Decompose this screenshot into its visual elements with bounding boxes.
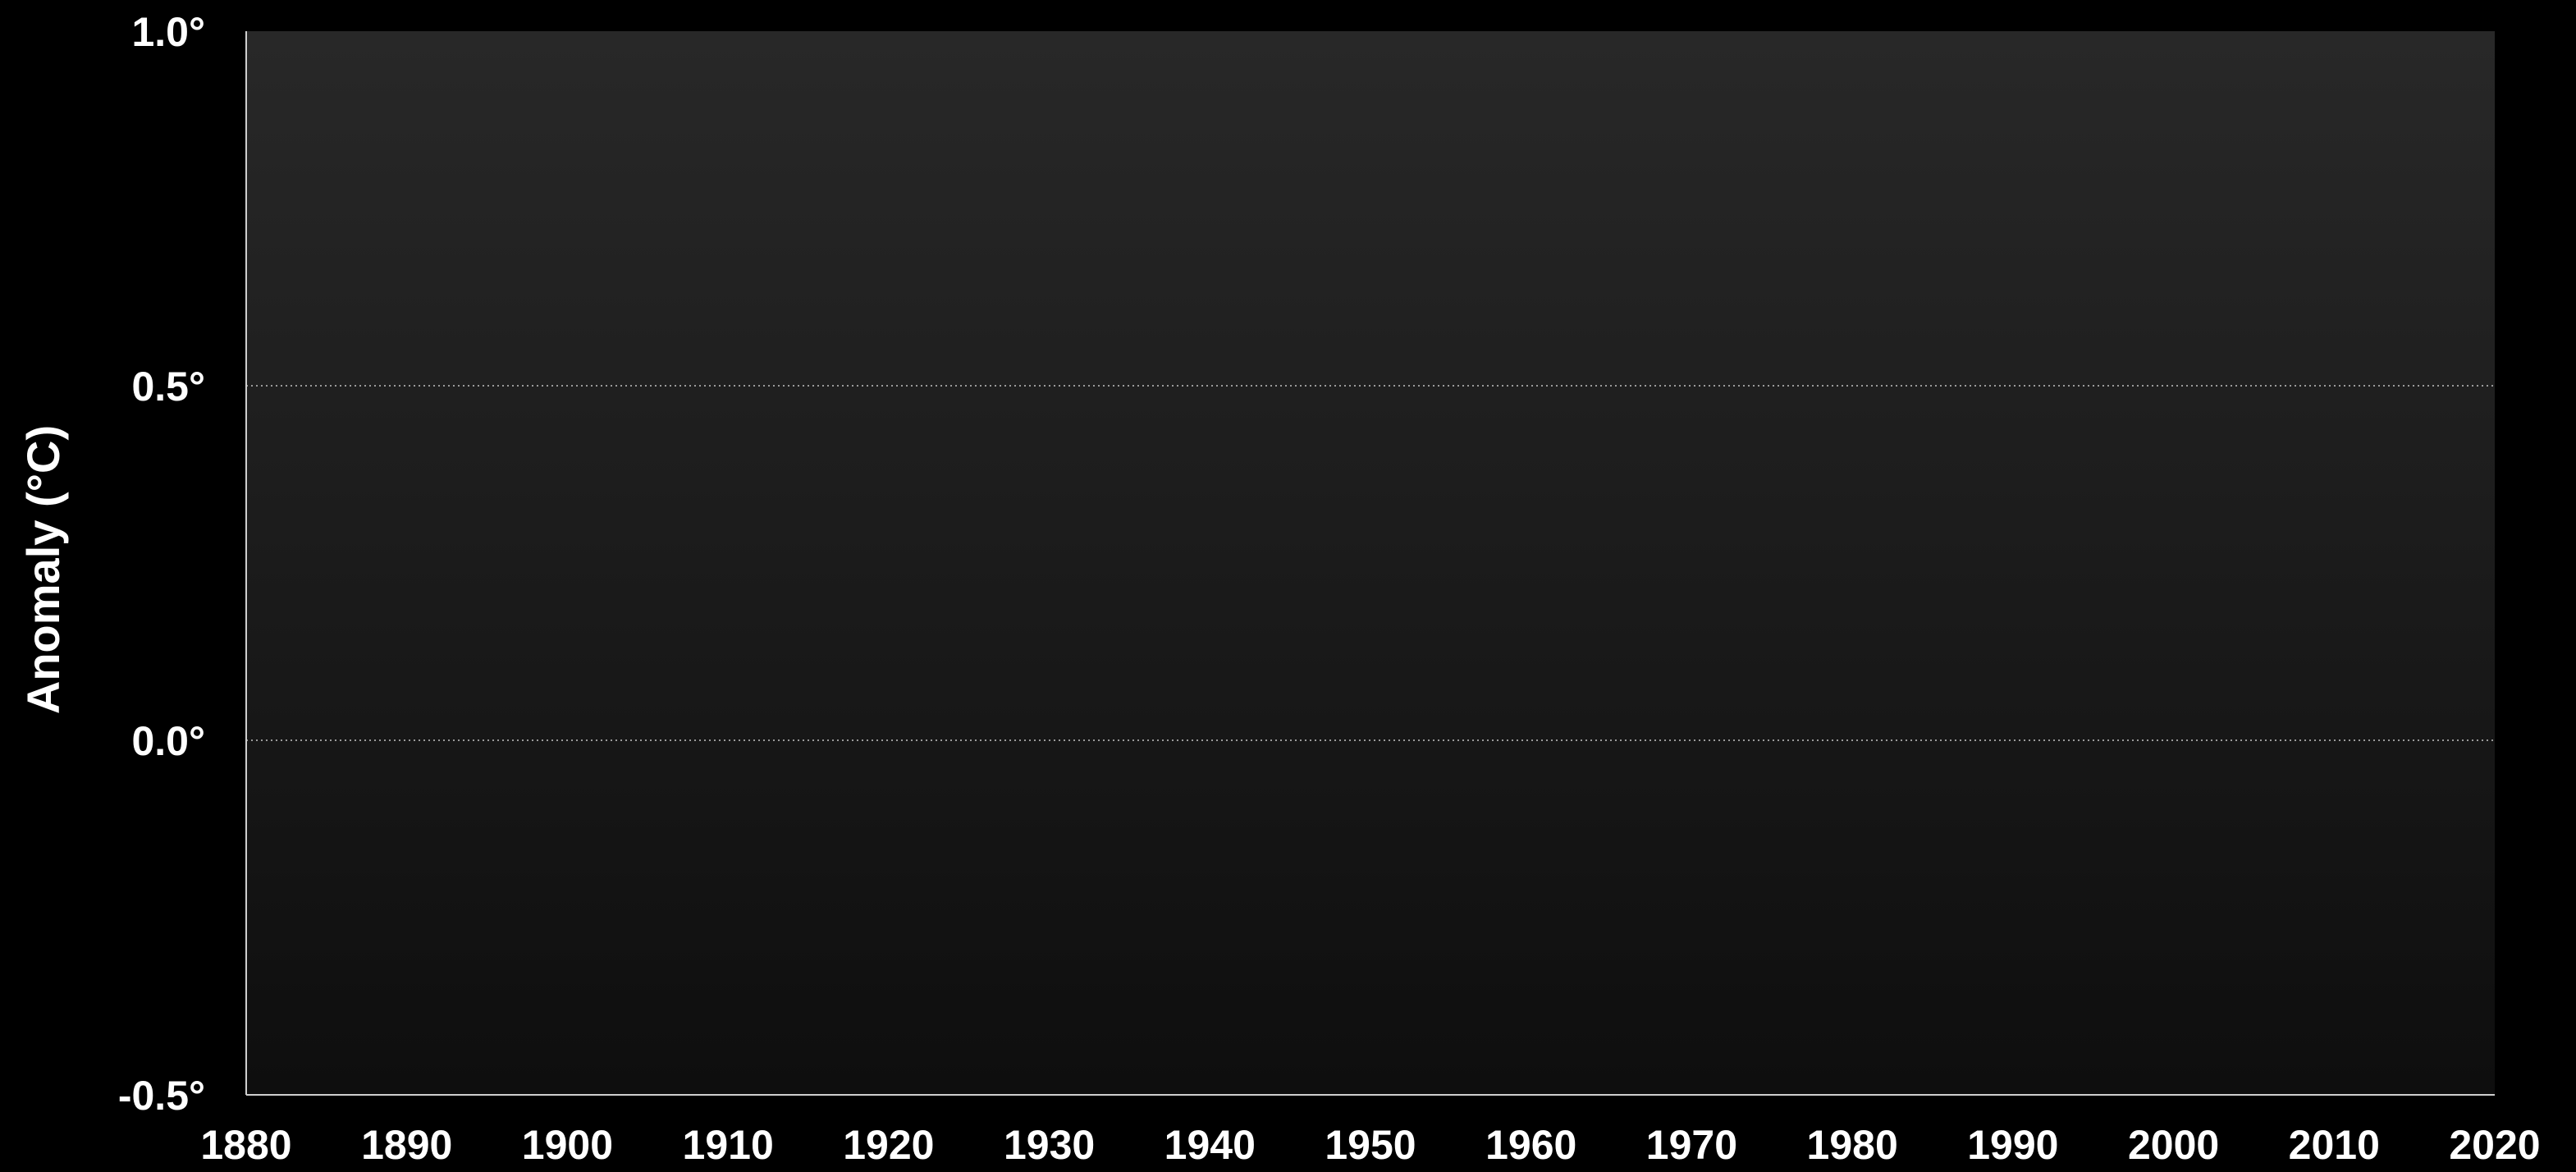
axes bbox=[245, 31, 2495, 1096]
x-tick-label: 1890 bbox=[361, 1122, 452, 1168]
x-tick-label: 1950 bbox=[1325, 1122, 1416, 1168]
x-tick-label: 1970 bbox=[1646, 1122, 1737, 1168]
x-tick-label: 1880 bbox=[200, 1122, 291, 1168]
x-tick-label: 1900 bbox=[522, 1122, 613, 1168]
y-axis-title: Anomaly (°C) bbox=[17, 425, 69, 714]
grid-lines bbox=[246, 385, 2495, 741]
x-tick-label: 1990 bbox=[1967, 1122, 2058, 1168]
plot-area bbox=[246, 31, 2495, 1095]
x-tick-labels: 1880 1890 1900 1910 1920 1930 1940 1950 1960 1970… bbox=[200, 1122, 2540, 1168]
y-tick-label: 0.0° bbox=[131, 718, 205, 764]
x-tick-label: 2010 bbox=[2289, 1122, 2380, 1168]
x-tick-label: 1920 bbox=[843, 1122, 934, 1168]
y-tick-label: 1.0° bbox=[131, 9, 205, 55]
x-tick-label: 1980 bbox=[1807, 1122, 1898, 1168]
y-tick-label: -0.5° bbox=[118, 1073, 205, 1119]
y-tick-labels: 1.0° 0.5° 0.0° -0.5° bbox=[118, 9, 205, 1119]
x-tick-label: 2000 bbox=[2128, 1122, 2219, 1168]
x-tick-label: 1910 bbox=[683, 1122, 774, 1168]
x-tick-label: 1930 bbox=[1004, 1122, 1095, 1168]
x-tick-label: 1940 bbox=[1164, 1122, 1256, 1168]
y-tick-label: 0.5° bbox=[131, 364, 205, 410]
x-tick-label: 1960 bbox=[1485, 1122, 1576, 1168]
x-tick-label: 2020 bbox=[2449, 1122, 2540, 1168]
